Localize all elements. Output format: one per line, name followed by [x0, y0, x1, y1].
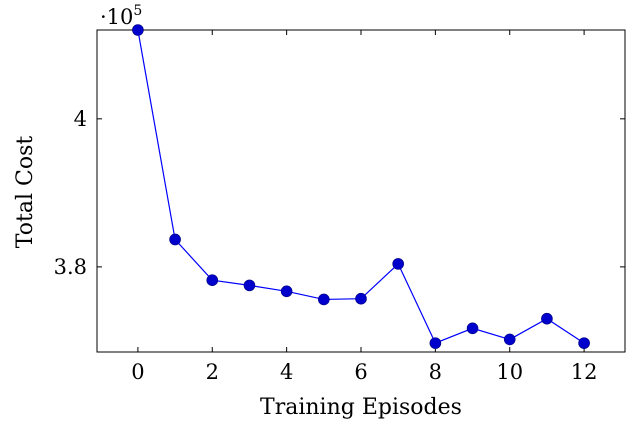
x-tick-label: 8 [429, 360, 442, 384]
data-point [206, 274, 219, 286]
y-axis-ticks: 3.84 [54, 107, 625, 279]
y-tick-label: 4 [74, 107, 87, 131]
x-tick-label: 6 [354, 360, 367, 384]
data-point [243, 279, 256, 292]
x-axis-title: Training Episodes [260, 395, 462, 420]
data-point [503, 333, 516, 346]
x-tick-label: 2 [206, 360, 219, 384]
data-point [355, 292, 367, 305]
series-layer [132, 24, 590, 349]
data-point [132, 24, 144, 36]
data-point [466, 322, 479, 335]
data-point [578, 337, 590, 349]
data-point [541, 312, 553, 325]
x-axis-ticks: 0 2 4 6 8 10 12 [131, 30, 597, 384]
data-point [429, 337, 442, 349]
data-point [392, 258, 404, 270]
y-axis-title: Total Cost [13, 136, 38, 249]
x-tick-label: 10 [496, 360, 523, 384]
x-tick-label: 4 [280, 360, 293, 384]
data-point [318, 293, 330, 306]
data-point [169, 233, 181, 246]
y-axis-multiplier: ·105 [100, 3, 142, 29]
x-tick-label: 0 [131, 360, 144, 384]
x-tick-label: 12 [571, 360, 598, 384]
data-point [280, 285, 293, 298]
y-tick-label: 3.8 [54, 255, 87, 279]
